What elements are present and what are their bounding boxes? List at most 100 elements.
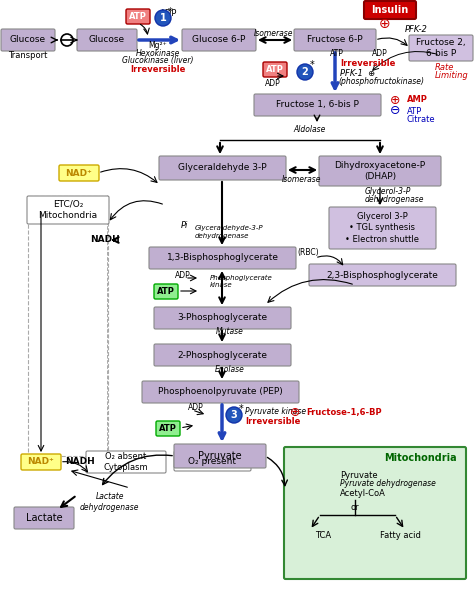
Text: ADP: ADP xyxy=(160,9,177,18)
Text: Rate: Rate xyxy=(435,64,455,72)
Text: ETC/O₂
Mitochondria: ETC/O₂ Mitochondria xyxy=(38,200,98,220)
FancyBboxPatch shape xyxy=(149,247,296,269)
Text: NAD⁺: NAD⁺ xyxy=(65,169,92,178)
FancyBboxPatch shape xyxy=(309,264,456,286)
Text: NAD⁺: NAD⁺ xyxy=(27,457,55,466)
Text: Irreversible: Irreversible xyxy=(130,66,186,75)
Text: Fatty acid: Fatty acid xyxy=(380,531,421,541)
Text: ATP: ATP xyxy=(330,50,344,58)
Text: Glucose: Glucose xyxy=(89,36,125,45)
Text: Glyceraldehyde 3-P: Glyceraldehyde 3-P xyxy=(178,164,267,172)
Text: dehydrogenase: dehydrogenase xyxy=(195,233,249,239)
Text: Pyruvate kinase: Pyruvate kinase xyxy=(245,408,306,416)
Text: Phosphoglycerate: Phosphoglycerate xyxy=(210,275,273,281)
Circle shape xyxy=(226,407,242,423)
Text: ATP: ATP xyxy=(266,65,284,74)
FancyBboxPatch shape xyxy=(156,421,180,436)
Text: ⊕: ⊕ xyxy=(390,94,400,107)
Text: NADH: NADH xyxy=(65,457,95,466)
Text: Glucose 6-P: Glucose 6-P xyxy=(192,36,246,45)
Text: ADP: ADP xyxy=(372,50,388,58)
Text: 1,3-Bisphosphoglycerate: 1,3-Bisphosphoglycerate xyxy=(166,254,279,262)
Circle shape xyxy=(297,64,313,80)
Text: PFK-1  ⊕: PFK-1 ⊕ xyxy=(340,69,375,77)
Text: Isomerase: Isomerase xyxy=(254,28,294,37)
Text: *: * xyxy=(168,7,173,17)
FancyBboxPatch shape xyxy=(364,1,416,19)
FancyBboxPatch shape xyxy=(294,29,376,51)
Text: Irreversible: Irreversible xyxy=(340,58,395,67)
FancyBboxPatch shape xyxy=(59,165,99,181)
FancyBboxPatch shape xyxy=(284,447,466,579)
Text: Lactate
dehydrogenase: Lactate dehydrogenase xyxy=(80,492,139,512)
Text: ADP: ADP xyxy=(175,270,191,280)
FancyBboxPatch shape xyxy=(263,62,287,77)
FancyBboxPatch shape xyxy=(319,156,441,186)
Text: 2,3-Bisphosphoglycerate: 2,3-Bisphosphoglycerate xyxy=(327,270,438,280)
FancyBboxPatch shape xyxy=(77,29,137,51)
Text: TCA: TCA xyxy=(315,531,331,541)
Text: Citrate: Citrate xyxy=(407,115,436,124)
Text: Glycerol-3-P: Glycerol-3-P xyxy=(365,188,411,197)
FancyBboxPatch shape xyxy=(14,507,74,529)
Text: *: * xyxy=(310,60,314,70)
Text: Mutase: Mutase xyxy=(216,327,244,337)
Text: 3: 3 xyxy=(231,410,237,420)
Text: ⊕: ⊕ xyxy=(290,406,300,419)
Text: 2-Phosphoglycerate: 2-Phosphoglycerate xyxy=(177,351,267,359)
Text: O₂ present: O₂ present xyxy=(189,457,237,465)
FancyBboxPatch shape xyxy=(409,35,473,61)
FancyBboxPatch shape xyxy=(126,9,150,24)
Text: 3-Phosphoglycerate: 3-Phosphoglycerate xyxy=(177,313,267,322)
Bar xyxy=(28,196,108,456)
Text: Enolase: Enolase xyxy=(215,365,245,373)
Text: Limiting: Limiting xyxy=(435,72,469,80)
FancyBboxPatch shape xyxy=(159,156,286,180)
Text: Transport: Transport xyxy=(9,51,48,61)
Text: dehydrogenase: dehydrogenase xyxy=(365,196,425,205)
Text: Glyceraldehyde-3-P: Glyceraldehyde-3-P xyxy=(195,225,264,231)
Text: Hexokinase: Hexokinase xyxy=(136,50,180,58)
FancyBboxPatch shape xyxy=(1,29,55,51)
Text: Mg²⁺: Mg²⁺ xyxy=(149,42,167,50)
FancyBboxPatch shape xyxy=(182,29,256,51)
Text: Fructose 2,
6-bis P: Fructose 2, 6-bis P xyxy=(416,38,466,58)
Text: NADH: NADH xyxy=(90,235,120,245)
Text: PFK-2: PFK-2 xyxy=(405,26,428,34)
Text: ⊕: ⊕ xyxy=(379,17,391,31)
Text: ⊖: ⊖ xyxy=(390,104,400,118)
Text: *: * xyxy=(238,404,243,414)
Text: Glucose: Glucose xyxy=(10,36,46,45)
FancyBboxPatch shape xyxy=(254,94,381,116)
Text: kinase: kinase xyxy=(210,282,233,288)
Text: or: or xyxy=(351,503,359,512)
Text: ADP: ADP xyxy=(265,78,281,88)
Text: Fructose 6-P: Fructose 6-P xyxy=(307,36,363,45)
Text: Pyruvate dehydrogenase: Pyruvate dehydrogenase xyxy=(340,479,436,489)
Text: Aldolase: Aldolase xyxy=(294,126,326,134)
FancyBboxPatch shape xyxy=(154,284,178,299)
Text: ATP: ATP xyxy=(129,12,147,21)
Text: (RBC): (RBC) xyxy=(297,248,319,257)
Text: Fructose 1, 6-bis P: Fructose 1, 6-bis P xyxy=(276,101,359,110)
Text: 2: 2 xyxy=(301,67,309,77)
FancyBboxPatch shape xyxy=(21,454,61,470)
FancyBboxPatch shape xyxy=(154,307,291,329)
Text: O₂ absent
Cytoplasm: O₂ absent Cytoplasm xyxy=(104,452,148,472)
Text: Phosphoenolpyruvate (PEP): Phosphoenolpyruvate (PEP) xyxy=(158,387,283,397)
FancyBboxPatch shape xyxy=(142,381,299,403)
Text: Irreversible: Irreversible xyxy=(245,416,301,425)
Text: AMP: AMP xyxy=(407,96,428,104)
FancyBboxPatch shape xyxy=(86,451,166,473)
Text: ATP: ATP xyxy=(407,107,422,115)
Text: ADP: ADP xyxy=(188,403,204,411)
Text: Lactate: Lactate xyxy=(26,513,62,523)
Text: Pyruvate: Pyruvate xyxy=(198,451,242,461)
Text: (phosphofructokinase): (phosphofructokinase) xyxy=(338,77,424,86)
Text: Glycerol 3-P
• TGL synthesis
• Electron shuttle: Glycerol 3-P • TGL synthesis • Electron … xyxy=(346,212,419,243)
Text: ATP: ATP xyxy=(159,424,177,433)
Text: Fructose-1,6-BP: Fructose-1,6-BP xyxy=(306,408,382,417)
Circle shape xyxy=(155,10,171,26)
Text: Dihydroxyacetone-P
(DHAP): Dihydroxyacetone-P (DHAP) xyxy=(335,161,426,181)
FancyBboxPatch shape xyxy=(154,344,291,366)
